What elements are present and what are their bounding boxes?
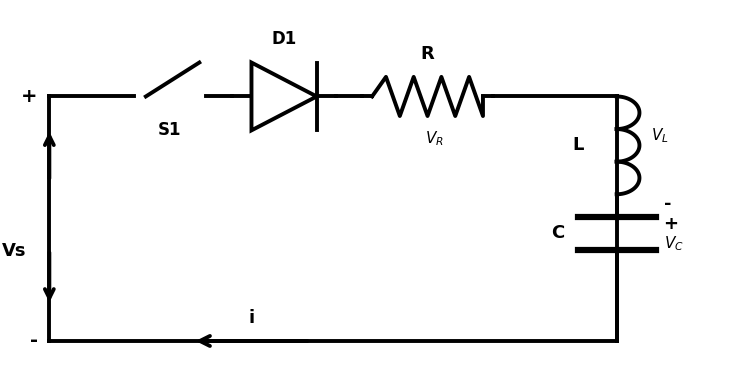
Text: $V_C$: $V_C$ — [664, 234, 683, 253]
Text: C: C — [551, 224, 564, 243]
Text: S1: S1 — [159, 121, 182, 139]
Text: L: L — [573, 136, 584, 154]
Text: i: i — [248, 309, 255, 327]
Text: R: R — [421, 45, 435, 63]
Text: D1: D1 — [272, 30, 297, 48]
Text: -: - — [29, 332, 37, 350]
Text: +: + — [664, 215, 678, 233]
Text: Vs: Vs — [2, 242, 26, 260]
Text: -: - — [664, 195, 671, 213]
Text: $V_R$: $V_R$ — [425, 129, 443, 148]
Text: $V_L$: $V_L$ — [651, 126, 669, 145]
Text: +: + — [21, 87, 37, 106]
